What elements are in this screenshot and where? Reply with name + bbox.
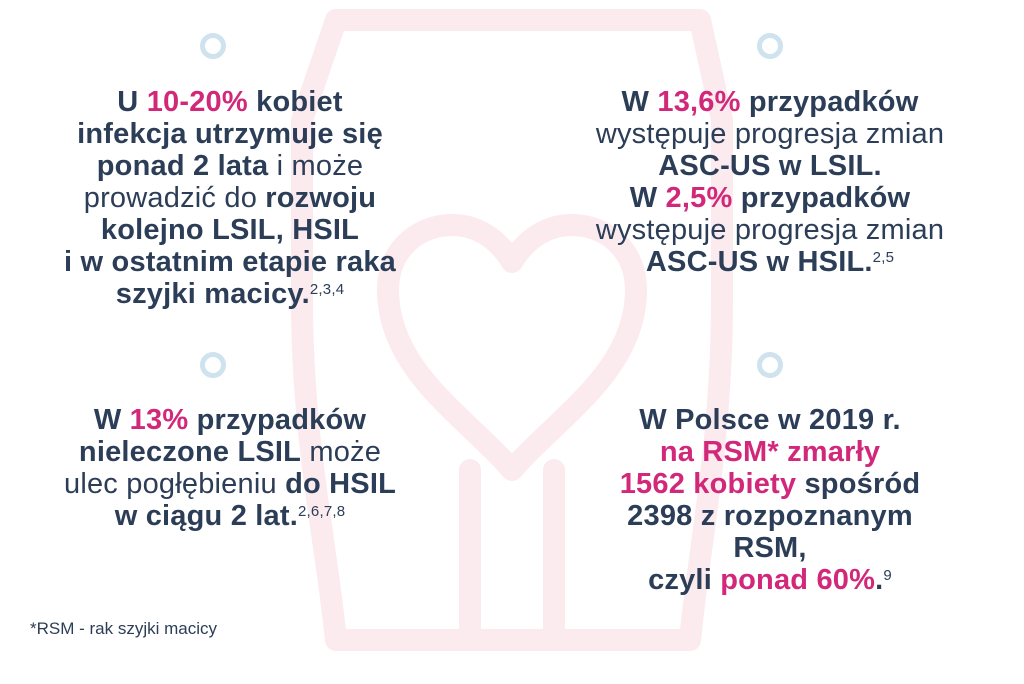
citation: 9	[883, 567, 892, 584]
text: W Polsce w 2019 r.	[639, 404, 901, 436]
highlight: ponad 60%	[720, 564, 876, 596]
text: i może	[268, 150, 364, 182]
text: 2398 z rozpoznanym	[627, 500, 913, 532]
highlight: 10-20%	[146, 86, 248, 118]
text: szyjki macicy.	[115, 278, 310, 310]
circle-bullet-icon	[200, 352, 226, 378]
text: W	[621, 86, 658, 118]
text: nieleczone LSIL	[78, 436, 302, 468]
panel-top-right: W 13,6% przypadków występuje progresja z…	[570, 86, 970, 278]
text: do HSIL	[285, 468, 397, 500]
text: W	[93, 404, 130, 436]
citation: 2,5	[872, 249, 895, 266]
text: infekcja utrzymuje się	[77, 118, 383, 150]
panel-top-left: U 10-20% kobiet infekcja utrzymuje się p…	[40, 86, 420, 310]
text: ulec pogłębieniu	[63, 468, 286, 500]
highlight: na RSM* zmarły	[659, 436, 881, 468]
text: przypadków	[188, 404, 367, 436]
text: i w ostatnim etapie raka	[64, 246, 396, 278]
highlight: 1562 kobiety	[619, 468, 797, 500]
text: prowadzić do	[83, 182, 266, 214]
text: przypadków	[732, 182, 911, 214]
footnote: *RSM - rak szyjki macicy	[30, 619, 218, 638]
text: ASC-US w HSIL.	[645, 246, 873, 278]
citation: 2,3,4	[309, 281, 345, 298]
highlight: 13%	[129, 404, 189, 436]
text: rozwoju	[265, 182, 377, 214]
circle-bullet-icon	[757, 33, 783, 59]
text: może	[301, 436, 382, 468]
text: ponad 2 lata	[96, 150, 269, 182]
highlight: 13,6%	[657, 86, 741, 118]
text: przypadków	[740, 86, 919, 118]
circle-bullet-icon	[200, 33, 226, 59]
highlight: 2,5%	[665, 182, 733, 214]
text: kolejno LSIL, HSIL	[100, 214, 360, 246]
citation: 2,6,7,8	[298, 503, 346, 520]
text: .	[875, 564, 884, 596]
text: W	[629, 182, 666, 214]
text: występuje progresja zmian	[595, 118, 945, 150]
text: spośród	[796, 468, 921, 500]
text: w ciągu 2 lat.	[114, 500, 299, 532]
text: kobiet	[247, 86, 343, 118]
panel-bottom-left: W 13% przypadków nieleczone LSIL może ul…	[40, 404, 420, 532]
panel-bottom-right: W Polsce w 2019 r. na RSM* zmarły 1562 k…	[570, 404, 970, 596]
text: U	[117, 86, 147, 118]
text: występuje progresja zmian	[595, 214, 945, 246]
text: czyli	[648, 564, 721, 596]
circle-bullet-icon	[757, 352, 783, 378]
text: ASC-US w LSIL.	[658, 150, 882, 182]
text: RSM,	[733, 532, 807, 564]
